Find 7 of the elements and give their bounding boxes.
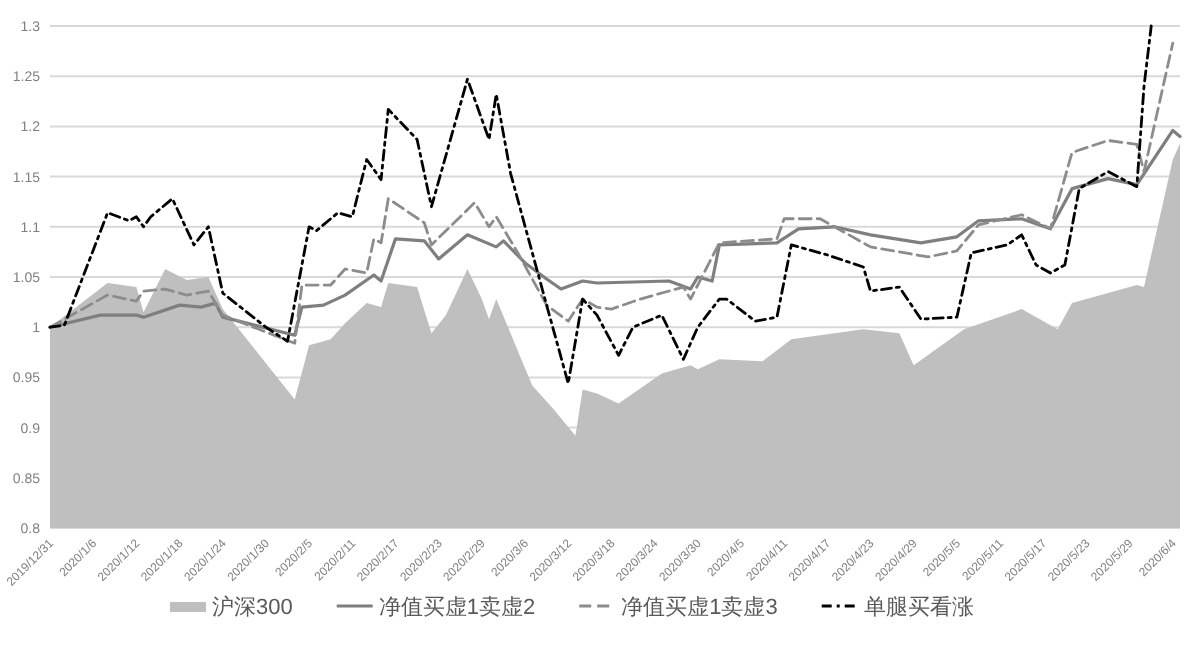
line-series bbox=[48, 128, 1182, 337]
legend-label: 沪深300 bbox=[212, 594, 293, 620]
legend-label: 单腿买看涨 bbox=[863, 594, 974, 620]
line-series bbox=[48, 41, 1175, 345]
legend-label: 净值买虚1卖虚3 bbox=[621, 594, 778, 620]
legend-label: 净值买虚1卖虚2 bbox=[378, 594, 536, 620]
line-series bbox=[48, 24, 1153, 385]
